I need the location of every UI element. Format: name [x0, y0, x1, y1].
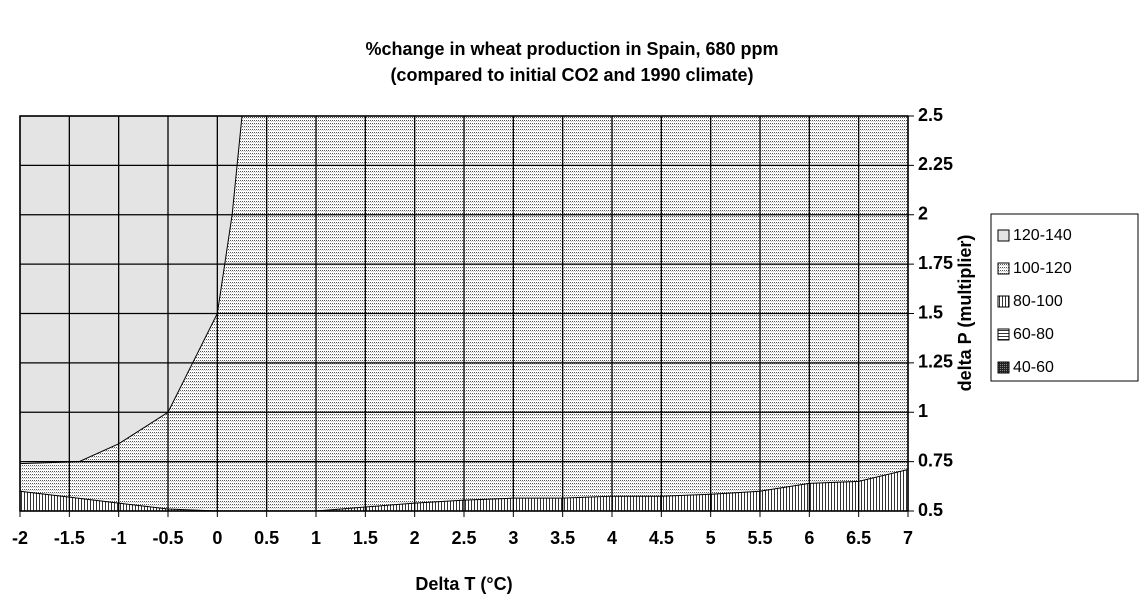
legend-swatch — [997, 361, 1010, 374]
x-tick-label: 1 — [311, 528, 321, 548]
legend-box — [990, 213, 1139, 382]
x-tick-label: 3 — [508, 528, 518, 548]
y-tick-label: 1.25 — [918, 352, 953, 372]
legend-label: 40-60 — [1013, 359, 1054, 376]
x-tick-label: 6 — [804, 528, 814, 548]
region — [20, 469, 908, 511]
y-tick-label: 2 — [918, 204, 928, 224]
x-tick-label: 7 — [903, 528, 913, 548]
legend-swatch — [997, 262, 1010, 275]
y-axis-label: delta P (multiplier) — [955, 235, 975, 392]
x-tick-label: 3.5 — [550, 528, 575, 548]
y-tick-label: 1 — [918, 401, 928, 421]
x-tick-label: 4 — [607, 528, 617, 548]
legend-label: 60-80 — [1013, 326, 1054, 343]
x-tick-label: -1.5 — [54, 528, 85, 548]
chart-subtitle: (compared to initial CO2 and 1990 climat… — [390, 65, 753, 85]
x-tick-label: 4.5 — [649, 528, 674, 548]
legend: 120-140 100-120 80-100 60-80 40-60 — [997, 227, 1072, 376]
contour-line — [19, 469, 909, 512]
y-tick-label: 2.5 — [918, 105, 943, 125]
region — [20, 116, 242, 464]
x-tick-label: 5 — [706, 528, 716, 548]
x-tick-label: 2.5 — [451, 528, 476, 548]
x-tick-label: 2 — [410, 528, 420, 548]
legend-swatch — [997, 295, 1010, 308]
legend-swatch — [997, 328, 1010, 341]
x-axis-label: Delta T (°C) — [415, 574, 512, 594]
y-tick-label: 0.75 — [918, 450, 953, 470]
x-tick-label: -0.5 — [152, 528, 183, 548]
x-tick-label: 6.5 — [846, 528, 871, 548]
x-tick-label: 0.5 — [254, 528, 279, 548]
legend-label: 100-120 — [1013, 260, 1072, 277]
legend-swatch — [997, 229, 1010, 242]
y-tick-label: 2.25 — [918, 154, 953, 174]
contour-line — [19, 115, 243, 465]
y-tick-label: 1.75 — [918, 253, 953, 273]
x-tick-label: -1 — [111, 528, 127, 548]
legend-label: 80-100 — [1013, 293, 1063, 310]
chart-title: %change in wheat production in Spain, 68… — [365, 39, 778, 59]
x-tick-label: 1.5 — [353, 528, 378, 548]
legend-label: 120-140 — [1013, 227, 1072, 244]
y-tick-label: 0.5 — [918, 500, 943, 520]
x-tick-label: 0 — [212, 528, 222, 548]
x-tick-label: 5.5 — [747, 528, 772, 548]
x-tick-label: -2 — [12, 528, 28, 548]
y-tick-label: 1.5 — [918, 302, 943, 322]
